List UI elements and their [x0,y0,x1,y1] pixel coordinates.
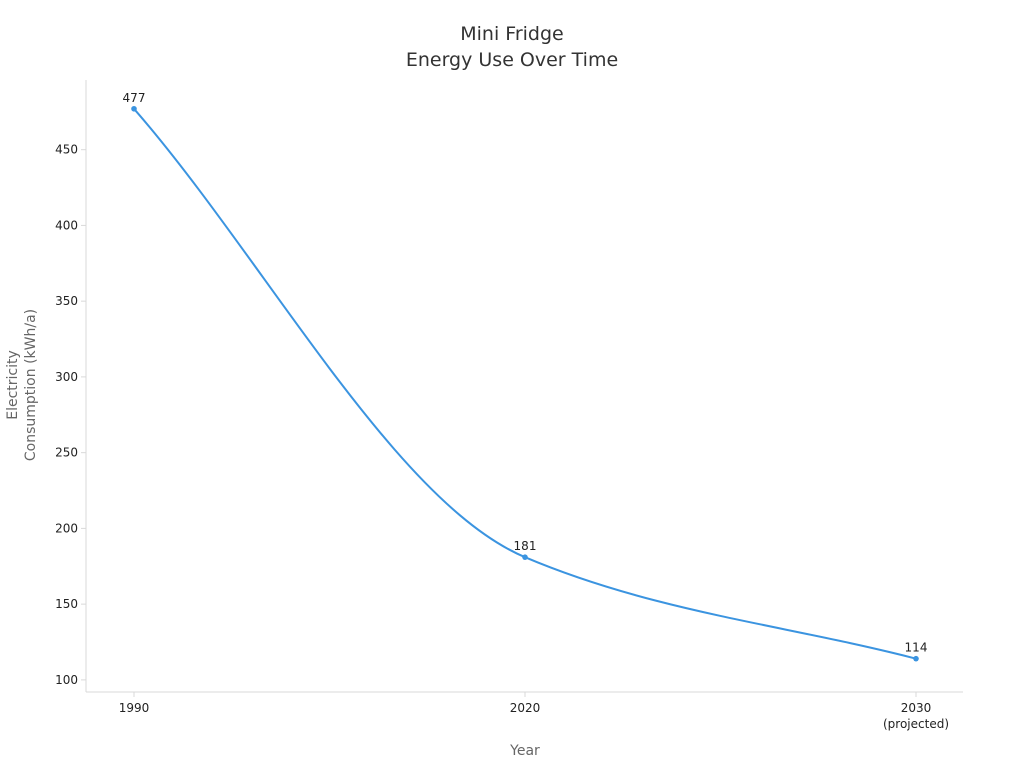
x-axis-title: Year [509,743,540,759]
x-axis-ticks: 1990 2020 2030 (projected) [119,692,949,731]
data-label: 181 [514,539,537,553]
data-point [131,105,137,112]
y-axis-title-line-1: Electricity [5,350,21,420]
chart-title-line-1: Mini Fridge [460,23,563,45]
x-tick-label: (projected) [883,717,949,731]
y-tick-label: 150 [55,597,78,611]
x-tick-label: 2030 [901,701,932,715]
y-tick-label: 400 [55,218,78,232]
y-axis-ticks: 100 150 200 250 300 350 400 450 [55,143,86,687]
y-tick-label: 250 [55,446,78,460]
y-tick-label: 300 [55,370,78,384]
y-axis-title-line-2: Consumption (kWh/a) [23,309,39,461]
y-tick-label: 100 [55,673,78,687]
data-point [913,655,919,662]
data-label: 477 [123,91,146,105]
series-layer: 477 181 114 [123,91,928,662]
x-tick-label: 1990 [119,701,150,715]
data-label: 114 [905,641,928,655]
data-point [522,554,528,560]
chart-title-line-2: Energy Use Over Time [406,49,618,71]
y-tick-label: 200 [55,521,78,535]
y-tick-label: 450 [55,143,78,157]
x-tick-label: 2020 [510,701,541,715]
y-tick-label: 350 [55,294,78,308]
series-line [133,108,917,660]
